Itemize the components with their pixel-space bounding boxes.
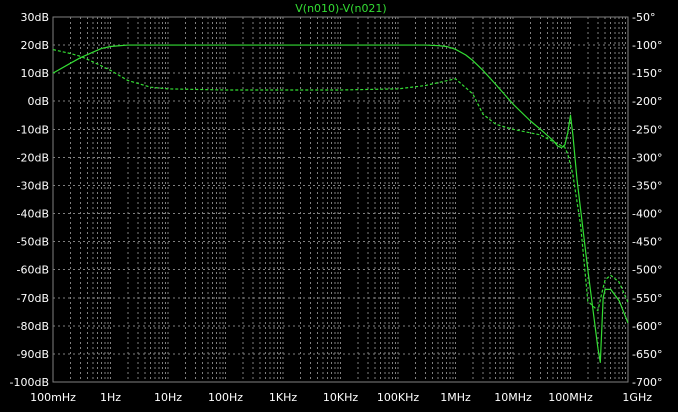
left-tick-label: -100dB (10, 376, 50, 389)
right-axis-labels: -50° -100° -150° -200° -250° -300° -350° -400° -… (632, 11, 662, 389)
x-tick-label: 100mHz (30, 391, 76, 404)
trace-layer (52, 44, 629, 363)
left-tick-label: -20dB (17, 151, 50, 164)
plot-border (52, 16, 629, 383)
magnitude-trace (52, 44, 629, 363)
left-axis-labels: 30dB 20dB 10dB 0dB -10dB -20dB -30dB -40dB -50dB… (10, 11, 50, 389)
x-tick-label: 100KHz (377, 391, 419, 404)
x-tick-label: 1Hz (100, 391, 121, 404)
left-tick-label: -10dB (17, 123, 50, 136)
right-tick-label: -450° (632, 236, 662, 249)
left-tick-label: 0dB (27, 95, 49, 108)
right-tick-label: -50° (632, 11, 655, 24)
left-tick-label: -30dB (17, 179, 50, 192)
left-tick-label: -70dB (17, 292, 50, 305)
x-tick-label: 10KHz (323, 391, 358, 404)
x-tick-label: 100Hz (208, 391, 243, 404)
right-tick-label: -550° (632, 292, 662, 305)
x-tick-label: 100MHz (548, 391, 593, 404)
right-tick-label: -200° (632, 95, 662, 108)
right-tick-label: -350° (632, 179, 662, 192)
left-tick-label: 30dB (20, 11, 49, 24)
x-tick-label: 1GHz (622, 391, 652, 404)
trace-title[interactable]: V(n010)-V(n021) (295, 2, 386, 15)
left-tick-label: -50dB (17, 236, 50, 249)
left-tick-label: -90dB (17, 348, 50, 361)
left-tick-label: 10dB (20, 67, 49, 80)
right-tick-label: -700° (632, 376, 662, 389)
phase-trace (52, 48, 629, 312)
left-tick-label: -60dB (17, 264, 50, 277)
grid-layer (52, 16, 629, 383)
x-tick-label: 10Hz (154, 391, 182, 404)
x-tick-label: 1MHz (440, 391, 471, 404)
right-tick-label: -150° (632, 67, 662, 80)
right-tick-label: -250° (632, 123, 662, 136)
right-tick-label: -600° (632, 320, 662, 333)
right-tick-label: -650° (632, 348, 662, 361)
x-tick-label: 1KHz (269, 391, 297, 404)
x-tick-label: 10MHz (494, 391, 532, 404)
right-tick-label: -100° (632, 39, 662, 52)
right-tick-label: -300° (632, 151, 662, 164)
right-tick-label: -500° (632, 264, 662, 277)
left-tick-label: -80dB (17, 320, 50, 333)
right-tick-label: -400° (632, 208, 662, 221)
left-tick-label: -40dB (17, 208, 50, 221)
x-axis-labels: 100mHz 1Hz 10Hz 100Hz 1KHz 10KHz 100KHz 1MHz 10M… (30, 391, 652, 404)
plot-frame (52, 16, 629, 383)
left-tick-label: 20dB (20, 39, 49, 52)
